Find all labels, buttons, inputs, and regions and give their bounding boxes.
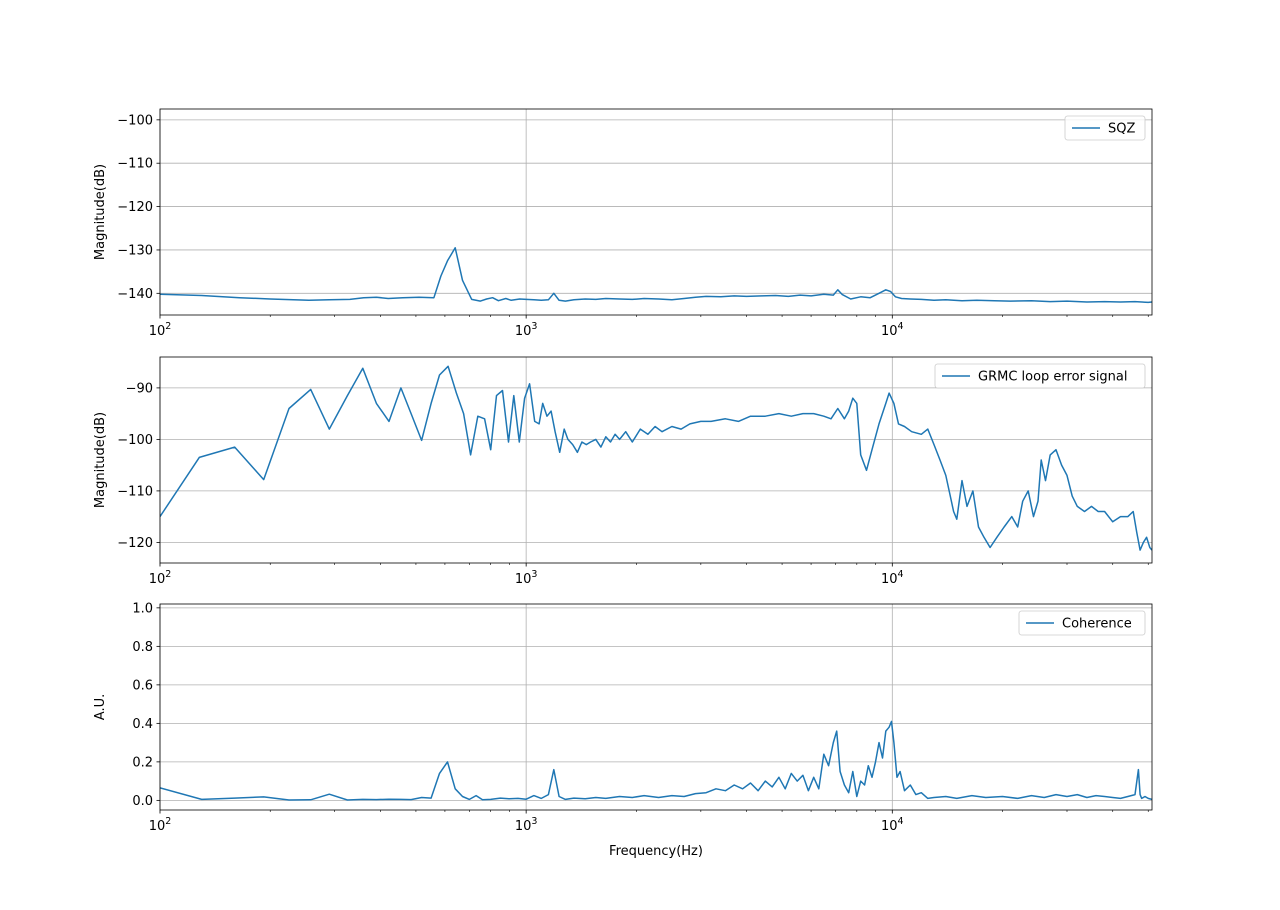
- y-tick-label: −100: [117, 113, 153, 128]
- x-tick-label: 103: [515, 569, 538, 587]
- legend-label: Coherence: [1062, 617, 1132, 632]
- y-tick-label: −120: [117, 536, 153, 551]
- y-tick-label: −120: [117, 200, 153, 215]
- series-line-2-1: [160, 365, 1152, 551]
- legend: SQZ: [1064, 115, 1146, 141]
- legend-box: [934, 363, 1146, 389]
- series-line-1-1: [160, 247, 1152, 304]
- y-tick-label: −130: [117, 243, 153, 258]
- y-tick-label: −90: [126, 381, 153, 396]
- y-axis-label: Magnitude(dB): [93, 164, 108, 260]
- x-tick-label: 103: [515, 816, 538, 834]
- y-axis-label: Magnitude(dB): [93, 412, 108, 508]
- series-line-3-1: [160, 720, 1152, 801]
- y-tick-label: 0.0: [132, 794, 153, 809]
- y-tick-label: −110: [117, 157, 153, 172]
- y-tick-label: 0.8: [132, 640, 153, 655]
- y-tick-label: 0.6: [132, 678, 153, 693]
- x-axis-label: Frequency(Hz): [609, 844, 703, 859]
- axes-frame: [159, 603, 1153, 811]
- axes-frame: [159, 356, 1153, 564]
- panel-2: 102 103 104 −120 −110 −100 −90 Magnitude(dB) GRM…: [93, 356, 1153, 587]
- y-tick-label: 0.4: [132, 717, 153, 732]
- x-tick-label: 102: [149, 816, 172, 834]
- legend-label: SQZ: [1108, 122, 1135, 137]
- x-tick-label: 104: [881, 321, 904, 339]
- x-tick-label: 103: [515, 321, 538, 339]
- x-tick-label: 104: [881, 816, 904, 834]
- legend-box: [1018, 610, 1146, 636]
- y-tick-label: 0.2: [132, 755, 153, 770]
- x-tick-label: 102: [149, 569, 172, 587]
- panel-1: 102 103 104 −140 −130 −120 −110 −100 Magnitude(d…: [93, 108, 1153, 339]
- legend-label: GRMC loop error signal: [978, 370, 1128, 385]
- y-axis-label: A.U.: [93, 694, 108, 720]
- x-tick-label: 102: [149, 321, 172, 339]
- y-tick-label: 1.0: [132, 601, 153, 616]
- x-tick-label: 104: [881, 569, 904, 587]
- panel-3: 102 103 104 0.0 0.2 0.4 0.6 0.8 1.0 A.U. Frequency…: [93, 601, 1153, 859]
- y-tick-label: −110: [117, 484, 153, 499]
- axes-frame: [159, 108, 1153, 316]
- y-tick-label: −140: [117, 287, 153, 302]
- legend: GRMC loop error signal: [934, 363, 1146, 389]
- legend: Coherence: [1018, 610, 1146, 636]
- legend-box: [1064, 115, 1146, 141]
- y-tick-label: −100: [117, 433, 153, 448]
